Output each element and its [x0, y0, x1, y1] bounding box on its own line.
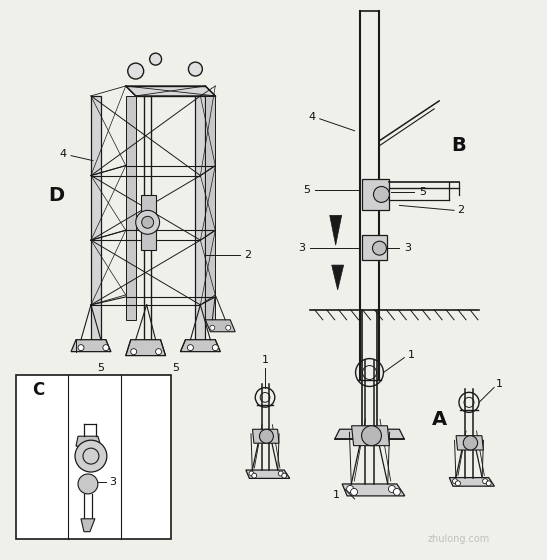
- Polygon shape: [331, 265, 344, 290]
- Circle shape: [393, 488, 400, 496]
- Text: 3: 3: [298, 243, 305, 253]
- Polygon shape: [181, 340, 220, 352]
- Circle shape: [226, 325, 231, 330]
- Circle shape: [482, 479, 487, 484]
- Circle shape: [456, 481, 461, 486]
- Polygon shape: [456, 436, 484, 450]
- Circle shape: [103, 344, 109, 351]
- Circle shape: [75, 440, 107, 472]
- Text: 4: 4: [60, 148, 67, 158]
- Text: 3: 3: [109, 477, 117, 487]
- Circle shape: [259, 430, 274, 443]
- Polygon shape: [126, 86, 216, 96]
- Circle shape: [486, 481, 491, 486]
- Text: 1: 1: [333, 490, 340, 500]
- Polygon shape: [253, 430, 279, 443]
- Circle shape: [388, 486, 395, 492]
- Polygon shape: [126, 340, 166, 356]
- Circle shape: [282, 473, 287, 478]
- Polygon shape: [362, 179, 389, 211]
- Circle shape: [373, 241, 386, 255]
- Polygon shape: [141, 195, 155, 250]
- Text: C: C: [32, 381, 44, 399]
- Polygon shape: [335, 429, 404, 439]
- Polygon shape: [76, 436, 101, 446]
- Polygon shape: [71, 340, 111, 352]
- Polygon shape: [205, 96, 216, 320]
- Circle shape: [212, 344, 218, 351]
- Circle shape: [362, 426, 381, 446]
- Polygon shape: [330, 216, 342, 245]
- Polygon shape: [16, 375, 171, 539]
- Circle shape: [131, 349, 137, 354]
- Circle shape: [150, 53, 161, 65]
- Circle shape: [210, 325, 215, 330]
- Circle shape: [452, 479, 457, 484]
- Polygon shape: [81, 519, 95, 531]
- Polygon shape: [342, 484, 405, 496]
- Circle shape: [463, 436, 478, 450]
- Text: 5: 5: [97, 362, 104, 372]
- Circle shape: [249, 471, 254, 476]
- Circle shape: [278, 471, 283, 476]
- Polygon shape: [205, 320, 235, 332]
- Text: 2: 2: [245, 250, 252, 260]
- Circle shape: [188, 344, 194, 351]
- Text: 5: 5: [172, 362, 179, 372]
- Text: D: D: [48, 186, 64, 205]
- Polygon shape: [362, 235, 387, 260]
- Polygon shape: [246, 470, 290, 478]
- Text: 3: 3: [404, 243, 411, 253]
- Text: 1: 1: [261, 354, 269, 365]
- Circle shape: [78, 344, 84, 351]
- Polygon shape: [195, 96, 205, 340]
- Circle shape: [351, 488, 358, 496]
- Text: 1: 1: [496, 380, 503, 389]
- Polygon shape: [126, 96, 136, 320]
- Circle shape: [374, 186, 389, 202]
- Text: 5: 5: [419, 188, 426, 198]
- Circle shape: [78, 474, 98, 494]
- Circle shape: [188, 62, 202, 76]
- Circle shape: [128, 63, 144, 79]
- Text: 2: 2: [457, 206, 464, 216]
- Polygon shape: [352, 426, 389, 446]
- Text: zhulong.com: zhulong.com: [428, 534, 490, 544]
- Polygon shape: [91, 96, 101, 340]
- Text: B: B: [452, 136, 467, 155]
- Circle shape: [252, 473, 257, 478]
- Circle shape: [155, 349, 161, 354]
- Circle shape: [347, 486, 353, 492]
- Text: 1: 1: [408, 349, 415, 360]
- Text: A: A: [432, 410, 447, 429]
- Polygon shape: [449, 478, 494, 486]
- Text: 4: 4: [309, 112, 316, 122]
- Circle shape: [136, 211, 160, 234]
- Text: 5: 5: [304, 185, 310, 195]
- Circle shape: [142, 216, 154, 228]
